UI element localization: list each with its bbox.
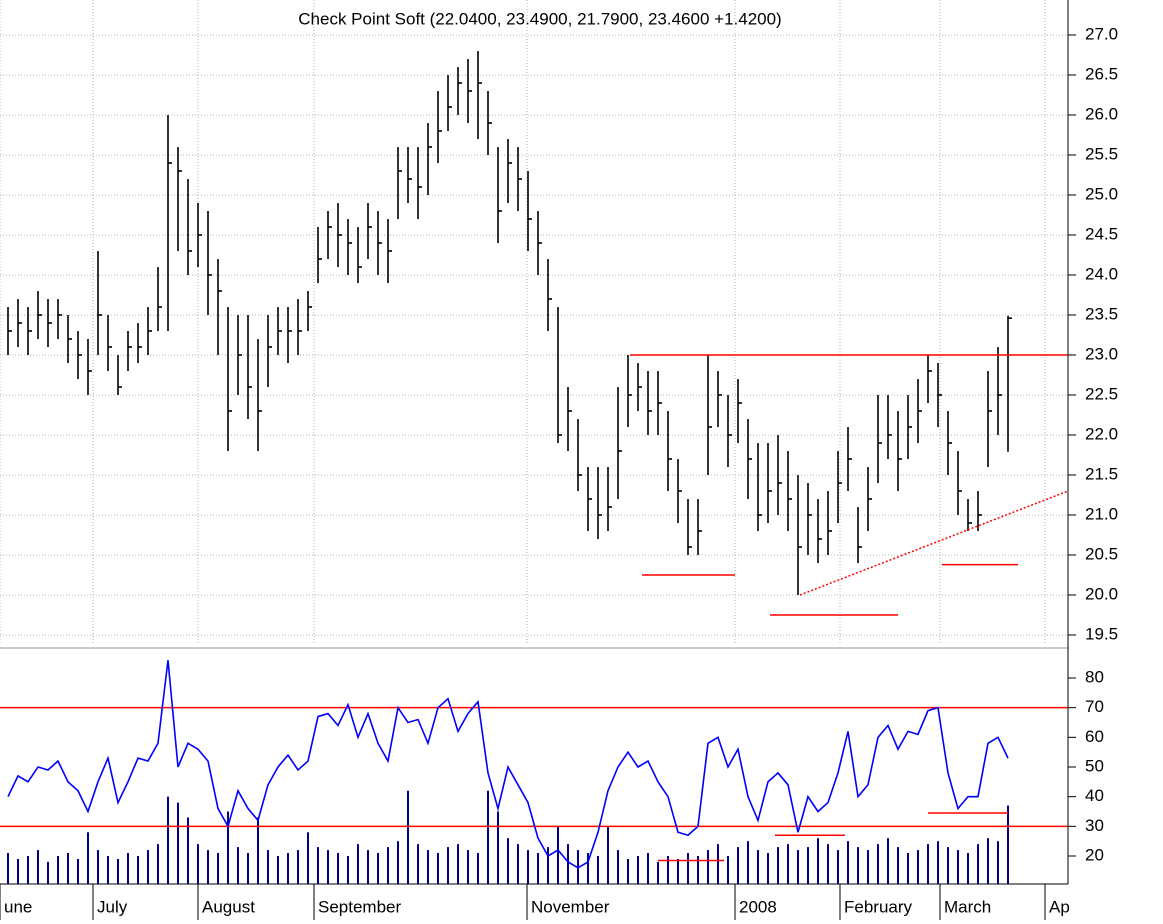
y-tick-label: 70 (1085, 697, 1104, 716)
x-tick-label: November (531, 897, 610, 916)
x-tick-label: Ap (1049, 897, 1070, 916)
y-tick-label: 30 (1085, 816, 1104, 835)
y-tick-label: 22.5 (1085, 384, 1118, 403)
y-tick-label: 60 (1085, 727, 1104, 746)
y-tick-label: 22.0 (1085, 424, 1118, 443)
y-tick-label: 50 (1085, 756, 1104, 775)
y-tick-label: 25.5 (1085, 144, 1118, 163)
y-tick-label: 20.5 (1085, 544, 1118, 563)
x-tick-label: September (318, 897, 401, 916)
y-tick-label: 21.5 (1085, 464, 1118, 483)
y-tick-label: 25.0 (1085, 184, 1118, 203)
x-tick-label: February (844, 897, 913, 916)
y-tick-label: 20 (1085, 845, 1104, 864)
chart-title: Check Point Soft (22.0400, 23.4900, 21.7… (298, 9, 781, 28)
rsi-line (7, 660, 1009, 869)
x-tick-label: August (202, 897, 255, 916)
y-tick-label: 27.0 (1085, 24, 1118, 43)
y-tick-label: 40 (1085, 786, 1104, 805)
x-tick-label: July (97, 897, 128, 916)
y-tick-label: 24.5 (1085, 224, 1118, 243)
x-tick-label: une (4, 897, 32, 916)
y-tick-label: 26.5 (1085, 64, 1118, 83)
y-tick-label: 20.0 (1085, 584, 1118, 603)
y-tick-label: 26.0 (1085, 104, 1118, 123)
y-tick-label: 24.0 (1085, 264, 1118, 283)
y-tick-label: 23.0 (1085, 344, 1118, 363)
x-tick-label: 2008 (739, 897, 777, 916)
y-tick-label: 21.0 (1085, 504, 1118, 523)
y-tick-label: 19.5 (1085, 624, 1118, 643)
y-tick-label: 80 (1085, 667, 1104, 686)
y-tick-label: 23.5 (1085, 304, 1118, 323)
x-tick-label: March (944, 897, 991, 916)
